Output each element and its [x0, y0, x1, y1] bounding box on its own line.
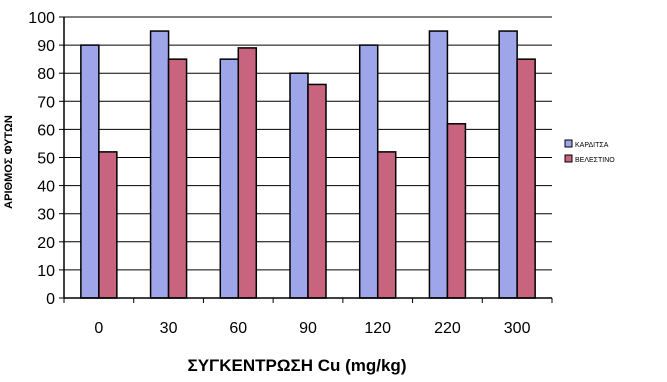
y-tick-label: 30: [37, 207, 55, 224]
bar-series2: [237, 47, 258, 299]
y-tick-label: 70: [37, 94, 55, 111]
bar-series2: [167, 58, 188, 299]
y-tick-label: 10: [37, 263, 55, 280]
y-tick-label: 40: [37, 179, 55, 196]
bar-series2: [446, 123, 467, 299]
legend-label: ΚΑΡΔΙΤΣΑ: [575, 142, 609, 149]
bars: [63, 30, 553, 303]
bar-series2: [98, 151, 118, 299]
y-axis-title: ΑΡΙΘΜΟΣ ΦΥΤΩΝ: [3, 115, 15, 209]
x-tick-labels: 0 30 60 90 120 220 300: [94, 320, 530, 337]
bar-series1: [289, 72, 309, 299]
x-tick-label: 0: [94, 320, 103, 337]
bar-series1: [219, 58, 240, 299]
bar-series2: [516, 58, 536, 299]
legend-swatch: [564, 139, 573, 148]
x-tick-label: 90: [299, 320, 317, 337]
y-tick-label: 60: [37, 122, 55, 139]
axes: [63, 17, 552, 299]
y-tick-label: 0: [46, 291, 55, 308]
y-tick-label: 80: [37, 66, 55, 83]
y-tick-label: 100: [28, 10, 55, 27]
legend-label: ΒΕΛΕΣΤΙΝΟ: [575, 157, 615, 164]
y-tick-labels: 0 10 20 30 40 50 60 70 80 90 100: [28, 10, 55, 308]
bar-series2: [307, 83, 327, 299]
bar-series1: [358, 44, 379, 299]
x-tick-label: 220: [434, 320, 461, 337]
y-tick-label: 50: [37, 151, 55, 168]
bar-series1: [149, 30, 170, 299]
legend: ΚΑΡΔΙΤΣΑ ΒΕΛΕΣΤΙΝΟ: [564, 139, 615, 164]
x-tick-label: 30: [160, 320, 178, 337]
bar-series2: [376, 151, 397, 299]
bar-series1: [428, 30, 449, 299]
x-axis-title: ΣΥΓΚΕΝΤΡΩΣΗ Cu (mg/kg): [188, 356, 407, 375]
y-tick-label: 20: [37, 235, 55, 252]
bar-series1: [498, 30, 518, 299]
x-tick-label: 60: [229, 320, 247, 337]
x-tick-label: 120: [364, 320, 391, 337]
y-tick-label: 90: [37, 38, 55, 55]
legend-swatch: [564, 154, 573, 163]
bar-series1: [80, 44, 100, 299]
x-tick-label: 300: [504, 320, 531, 337]
